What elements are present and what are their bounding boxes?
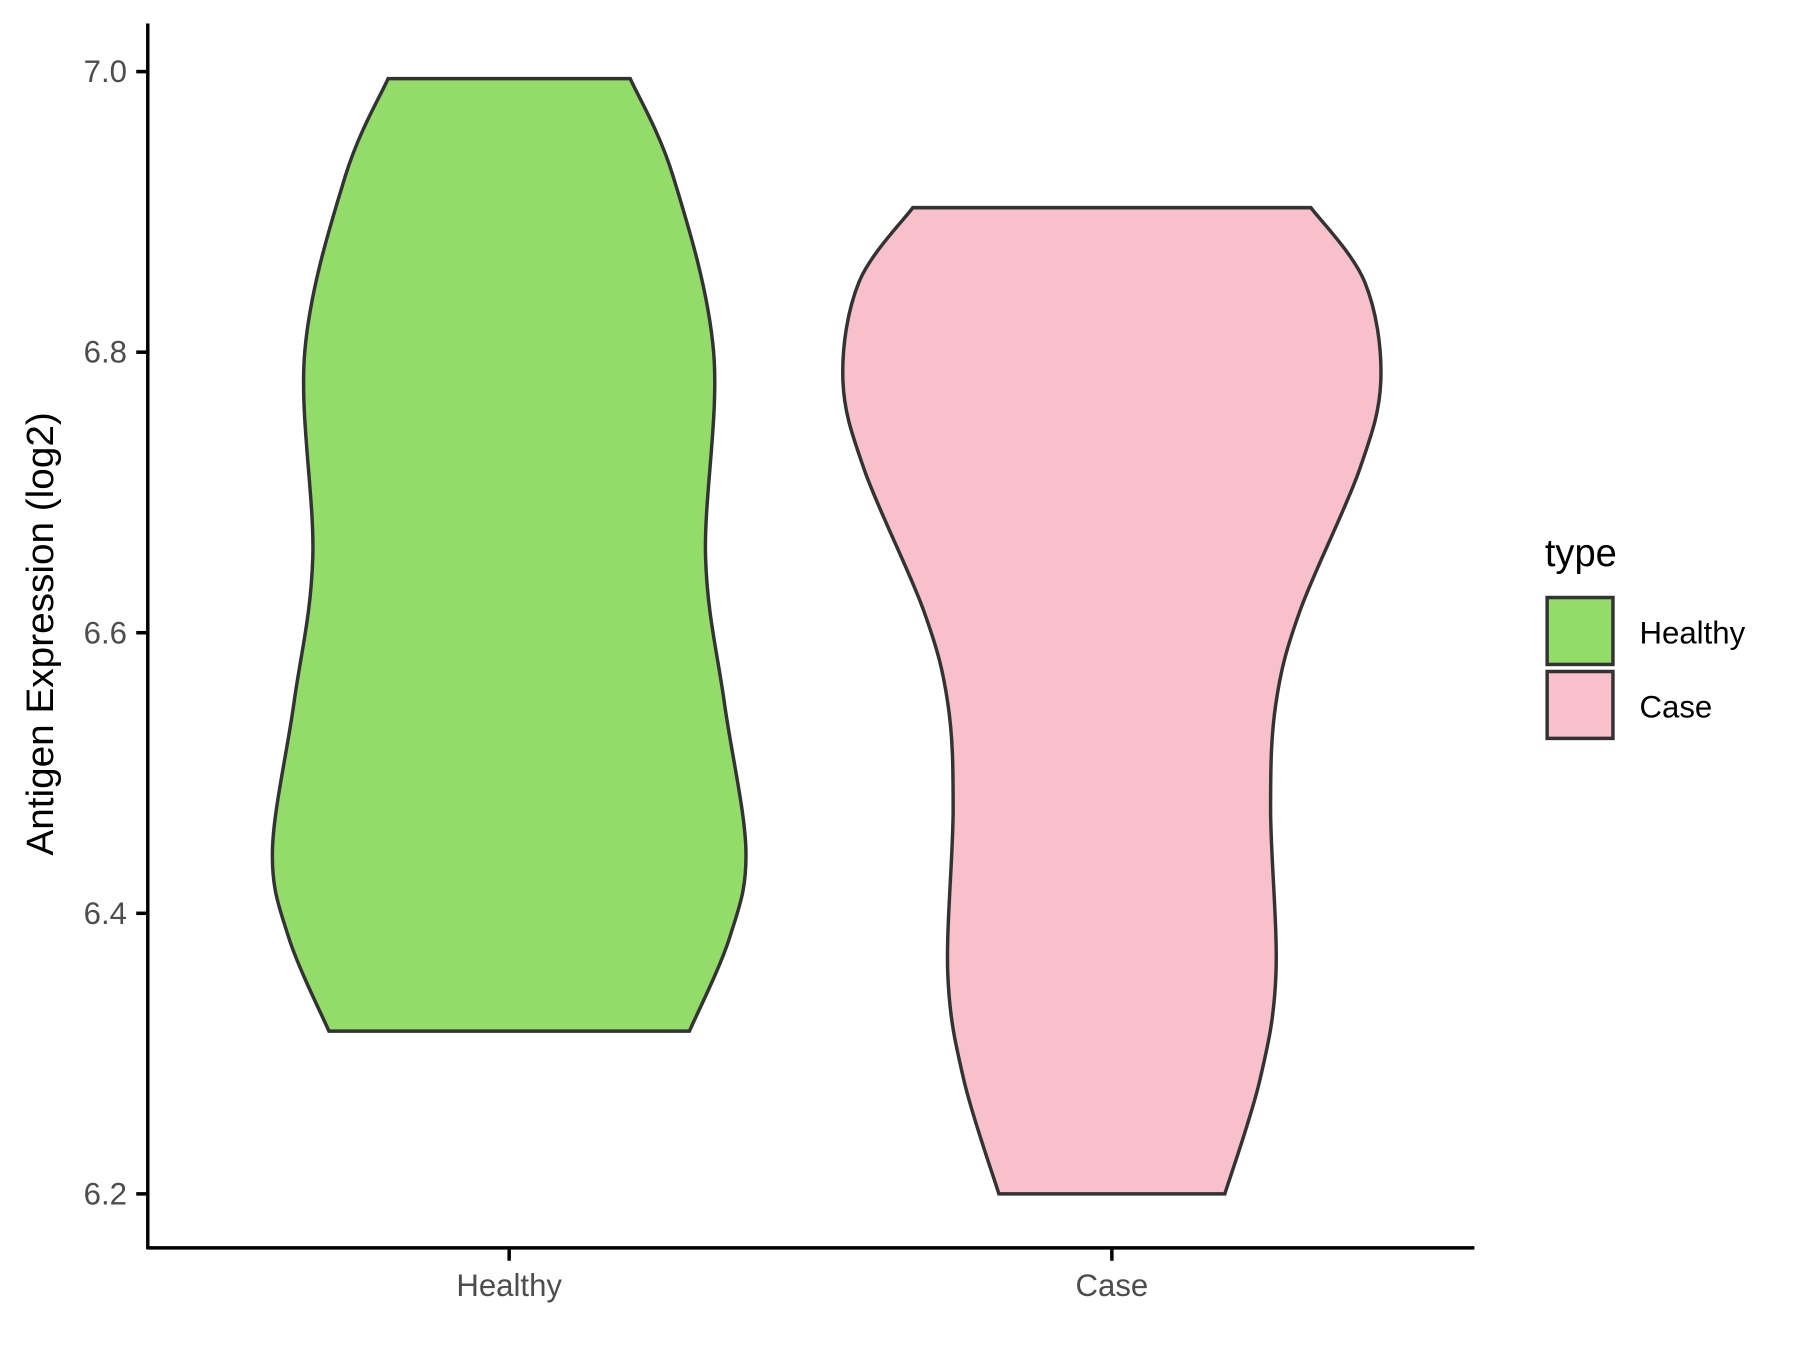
x-ticks: Healthy Case <box>456 1247 1148 1303</box>
y-tick-label: 6.8 <box>84 335 127 370</box>
legend-key-case <box>1545 669 1615 741</box>
x-tick-label: Case <box>1075 1268 1148 1303</box>
legend-label: Case <box>1640 689 1713 724</box>
legend: Healthy Case <box>1545 595 1746 741</box>
y-axis-label: Antigen Expression (log2) <box>19 412 62 855</box>
y-tick-label: 6.2 <box>84 1176 127 1211</box>
y-tick-label: 6.4 <box>84 896 127 931</box>
y-tick-label: 7.0 <box>84 54 127 89</box>
x-tick-label: Healthy <box>456 1268 562 1303</box>
violins <box>270 76 1383 1196</box>
legend-key-healthy <box>1545 595 1615 667</box>
y-tick-label: 6.6 <box>84 615 127 650</box>
y-ticks: 6.2 6.4 6.6 6.8 7.0 <box>84 54 148 1211</box>
violin-healthy <box>270 76 748 1033</box>
legend-title: type <box>1545 532 1617 575</box>
violin-case <box>841 205 1383 1196</box>
legend-label: Healthy <box>1640 615 1746 650</box>
